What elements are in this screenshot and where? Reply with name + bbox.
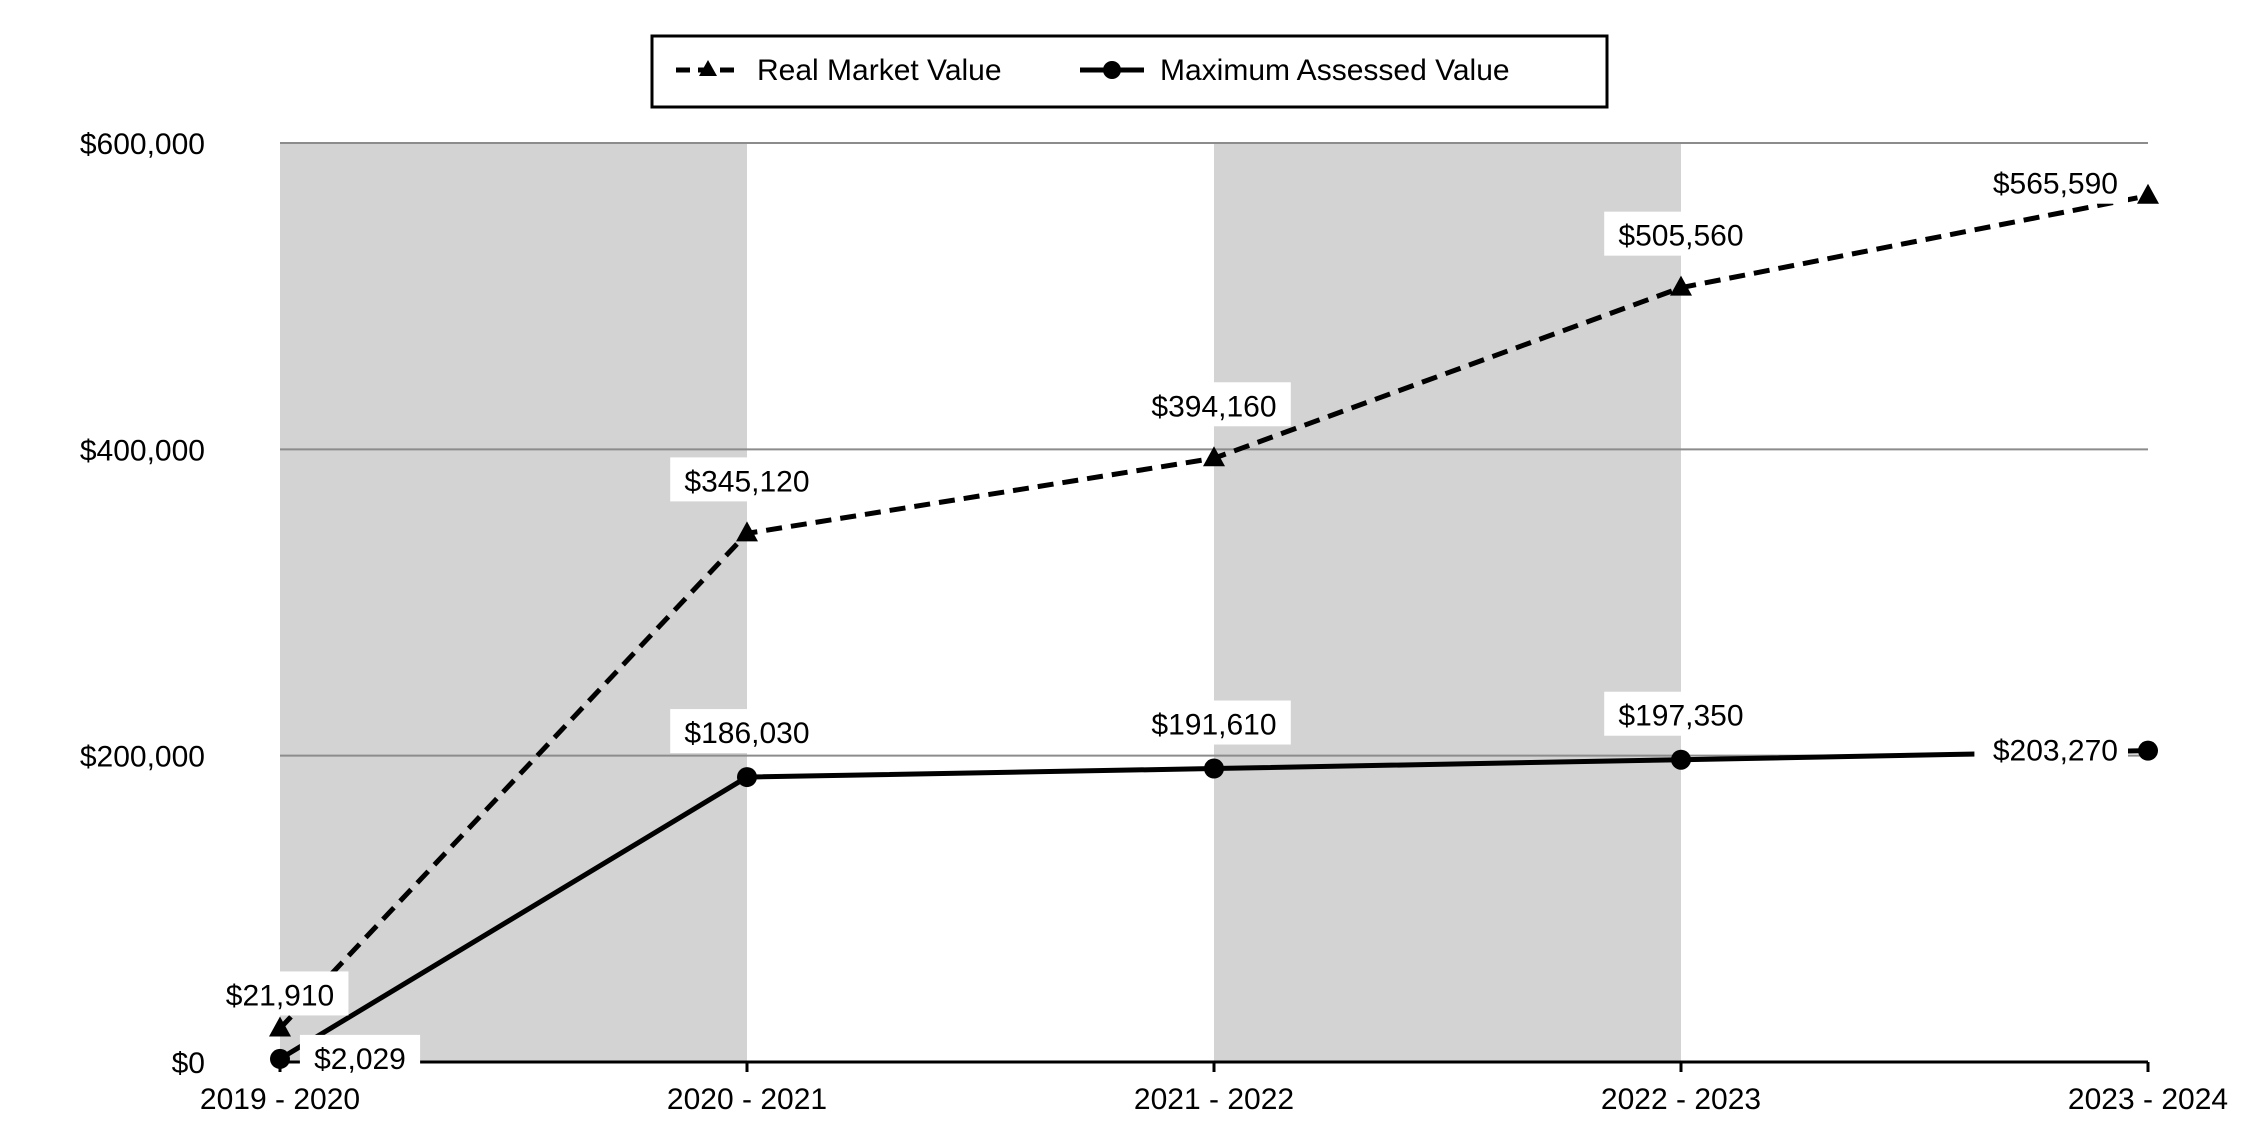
legend-label-real-market: Real Market Value — [757, 54, 1002, 87]
legend-marker-circle-icon — [1103, 61, 1121, 79]
data-label: $565,590 — [1993, 168, 2118, 201]
legend: Real Market Value Maximum Assessed Value — [650, 34, 1609, 109]
y-tick-label: $600,000 — [80, 128, 205, 161]
y-tick-label: $400,000 — [80, 434, 205, 467]
data-label-bg — [1974, 159, 2128, 204]
data-label-bg — [1604, 691, 1758, 736]
data-label: $21,910 — [226, 979, 334, 1012]
data-point-triangle — [269, 1016, 291, 1037]
data-point-triangle — [736, 521, 758, 542]
legend-marker-triangle-icon — [699, 60, 717, 76]
data-labels: $21,910 $345,120 $394,160 $505,560 $565,590 $… — [211, 159, 2128, 1079]
shaded-bands — [280, 143, 1681, 1062]
data-label-bg — [299, 1034, 421, 1079]
data-label-bg — [1604, 211, 1758, 256]
x-tick-label: 2021 - 2022 — [1134, 1083, 1294, 1116]
axes: $0 $200,000 $400,000 $600,000 2019 - 2020 202… — [80, 128, 2228, 1116]
data-label: $186,030 — [684, 717, 809, 750]
data-label: $2,029 — [314, 1043, 406, 1076]
data-label: $505,560 — [1618, 220, 1743, 253]
data-label: $197,350 — [1618, 700, 1743, 733]
shaded-band — [1214, 143, 1681, 1062]
data-point-circle — [2138, 740, 2158, 761]
y-tick-label: $200,000 — [80, 741, 205, 774]
data-label-bg — [1137, 382, 1291, 427]
data-point-circle — [737, 767, 757, 788]
x-tick-label: 2019 - 2020 — [200, 1083, 360, 1116]
data-label: $203,270 — [1993, 735, 2118, 768]
data-label-bg — [1137, 700, 1291, 745]
data-point-triangle — [1670, 275, 1692, 296]
data-point-circle — [1671, 749, 1691, 770]
legend-label-max-assessed: Maximum Assessed Value — [1160, 54, 1510, 87]
data-point-triangle — [1203, 446, 1225, 467]
data-label: $191,610 — [1151, 709, 1276, 742]
data-label-bg — [211, 971, 349, 1016]
data-label-bg — [670, 457, 824, 502]
x-tick-label: 2020 - 2021 — [667, 1083, 827, 1116]
data-label-bg — [1974, 726, 2128, 771]
y-tick-label: $0 — [172, 1047, 205, 1080]
data-point-triangle — [2137, 183, 2159, 204]
x-tick-label: 2022 - 2023 — [1601, 1083, 1761, 1116]
data-label-bg — [670, 709, 824, 754]
data-point-circle — [1204, 758, 1224, 779]
data-point-circle — [270, 1048, 290, 1069]
series-lines — [269, 183, 2159, 1069]
x-tick-label: 2023 - 2024 — [2068, 1083, 2228, 1116]
data-label: $394,160 — [1151, 390, 1276, 423]
shaded-band — [280, 143, 747, 1062]
data-label: $345,120 — [684, 465, 809, 498]
